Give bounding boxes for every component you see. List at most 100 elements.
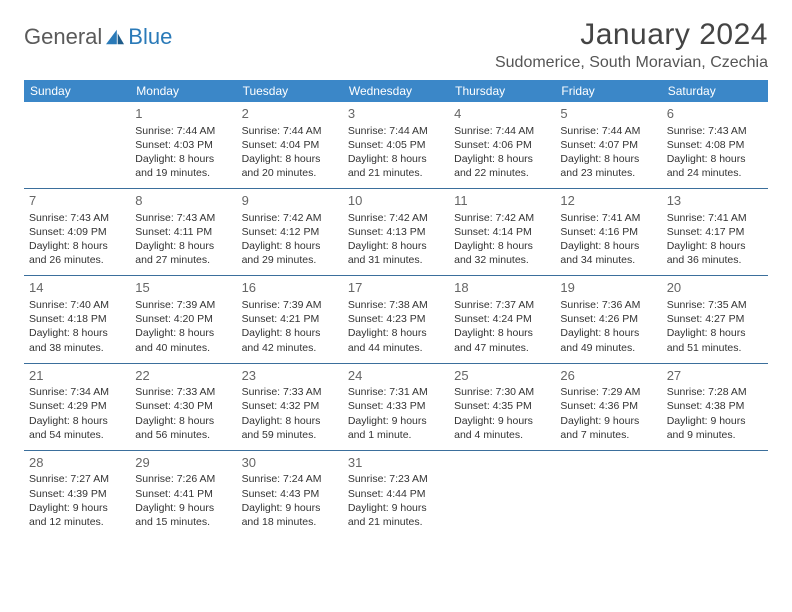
- daylight-text: Daylight: 8 hours and 26 minutes.: [29, 239, 125, 267]
- weekday-header: Friday: [555, 80, 661, 102]
- sunrise-text: Sunrise: 7:29 AM: [560, 385, 656, 399]
- sunset-text: Sunset: 4:13 PM: [348, 225, 444, 239]
- sunset-text: Sunset: 4:24 PM: [454, 312, 550, 326]
- sunset-text: Sunset: 4:44 PM: [348, 487, 444, 501]
- calendar-day-cell: 4Sunrise: 7:44 AMSunset: 4:06 PMDaylight…: [449, 102, 555, 189]
- calendar-week-row: 14Sunrise: 7:40 AMSunset: 4:18 PMDayligh…: [24, 276, 768, 363]
- daylight-text: Daylight: 8 hours and 24 minutes.: [667, 152, 763, 180]
- sunrise-text: Sunrise: 7:24 AM: [242, 472, 338, 486]
- sunset-text: Sunset: 4:04 PM: [242, 138, 338, 152]
- daylight-text: Daylight: 8 hours and 32 minutes.: [454, 239, 550, 267]
- sunset-text: Sunset: 4:09 PM: [29, 225, 125, 239]
- weekday-header: Saturday: [662, 80, 768, 102]
- calendar-day-cell: 3Sunrise: 7:44 AMSunset: 4:05 PMDaylight…: [343, 102, 449, 189]
- sunrise-text: Sunrise: 7:43 AM: [29, 211, 125, 225]
- weekday-header: Sunday: [24, 80, 130, 102]
- day-number: 31: [348, 454, 444, 472]
- day-number: 6: [667, 105, 763, 123]
- day-number: 19: [560, 279, 656, 297]
- daylight-text: Daylight: 8 hours and 47 minutes.: [454, 326, 550, 354]
- sunrise-text: Sunrise: 7:39 AM: [242, 298, 338, 312]
- sunrise-text: Sunrise: 7:44 AM: [135, 124, 231, 138]
- calendar-day-cell: 6Sunrise: 7:43 AMSunset: 4:08 PMDaylight…: [662, 102, 768, 189]
- calendar-day-cell: 9Sunrise: 7:42 AMSunset: 4:12 PMDaylight…: [237, 189, 343, 276]
- sunrise-text: Sunrise: 7:27 AM: [29, 472, 125, 486]
- calendar-day-cell: 10Sunrise: 7:42 AMSunset: 4:13 PMDayligh…: [343, 189, 449, 276]
- calendar-day-cell: 28Sunrise: 7:27 AMSunset: 4:39 PMDayligh…: [24, 450, 130, 537]
- sunrise-text: Sunrise: 7:42 AM: [454, 211, 550, 225]
- daylight-text: Daylight: 8 hours and 38 minutes.: [29, 326, 125, 354]
- sunset-text: Sunset: 4:39 PM: [29, 487, 125, 501]
- sunset-text: Sunset: 4:05 PM: [348, 138, 444, 152]
- sunrise-text: Sunrise: 7:41 AM: [560, 211, 656, 225]
- sunset-text: Sunset: 4:21 PM: [242, 312, 338, 326]
- sunrise-text: Sunrise: 7:34 AM: [29, 385, 125, 399]
- day-number: 25: [454, 367, 550, 385]
- daylight-text: Daylight: 8 hours and 44 minutes.: [348, 326, 444, 354]
- day-number: 9: [242, 192, 338, 210]
- sunset-text: Sunset: 4:18 PM: [29, 312, 125, 326]
- calendar-day-cell: 30Sunrise: 7:24 AMSunset: 4:43 PMDayligh…: [237, 450, 343, 537]
- calendar-day-cell: 21Sunrise: 7:34 AMSunset: 4:29 PMDayligh…: [24, 363, 130, 450]
- logo-text-general: General: [24, 24, 102, 50]
- sunrise-text: Sunrise: 7:43 AM: [135, 211, 231, 225]
- daylight-text: Daylight: 8 hours and 59 minutes.: [242, 414, 338, 442]
- day-number: 3: [348, 105, 444, 123]
- sunrise-text: Sunrise: 7:37 AM: [454, 298, 550, 312]
- daylight-text: Daylight: 8 hours and 49 minutes.: [560, 326, 656, 354]
- calendar-day-cell: 31Sunrise: 7:23 AMSunset: 4:44 PMDayligh…: [343, 450, 449, 537]
- daylight-text: Daylight: 8 hours and 56 minutes.: [135, 414, 231, 442]
- day-number: 16: [242, 279, 338, 297]
- sunrise-text: Sunrise: 7:43 AM: [667, 124, 763, 138]
- sunset-text: Sunset: 4:16 PM: [560, 225, 656, 239]
- sunrise-text: Sunrise: 7:33 AM: [242, 385, 338, 399]
- sunrise-text: Sunrise: 7:44 AM: [560, 124, 656, 138]
- calendar-week-row: 21Sunrise: 7:34 AMSunset: 4:29 PMDayligh…: [24, 363, 768, 450]
- day-number: 21: [29, 367, 125, 385]
- daylight-text: Daylight: 8 hours and 31 minutes.: [348, 239, 444, 267]
- daylight-text: Daylight: 9 hours and 7 minutes.: [560, 414, 656, 442]
- calendar-day-cell: 1Sunrise: 7:44 AMSunset: 4:03 PMDaylight…: [130, 102, 236, 189]
- calendar-day-cell: 18Sunrise: 7:37 AMSunset: 4:24 PMDayligh…: [449, 276, 555, 363]
- sunset-text: Sunset: 4:35 PM: [454, 399, 550, 413]
- sunrise-text: Sunrise: 7:38 AM: [348, 298, 444, 312]
- day-number: 10: [348, 192, 444, 210]
- daylight-text: Daylight: 8 hours and 22 minutes.: [454, 152, 550, 180]
- daylight-text: Daylight: 8 hours and 27 minutes.: [135, 239, 231, 267]
- calendar-header-row: SundayMondayTuesdayWednesdayThursdayFrid…: [24, 80, 768, 102]
- weekday-header: Monday: [130, 80, 236, 102]
- daylight-text: Daylight: 9 hours and 15 minutes.: [135, 501, 231, 529]
- weekday-header: Tuesday: [237, 80, 343, 102]
- sunrise-text: Sunrise: 7:26 AM: [135, 472, 231, 486]
- day-number: 18: [454, 279, 550, 297]
- location-subtitle: Sudomerice, South Moravian, Czechia: [495, 54, 768, 72]
- logo: General Blue: [24, 24, 172, 50]
- sunrise-text: Sunrise: 7:40 AM: [29, 298, 125, 312]
- calendar-day-cell: 25Sunrise: 7:30 AMSunset: 4:35 PMDayligh…: [449, 363, 555, 450]
- calendar-day-cell: 2Sunrise: 7:44 AMSunset: 4:04 PMDaylight…: [237, 102, 343, 189]
- day-number: 7: [29, 192, 125, 210]
- daylight-text: Daylight: 9 hours and 12 minutes.: [29, 501, 125, 529]
- calendar-week-row: 7Sunrise: 7:43 AMSunset: 4:09 PMDaylight…: [24, 189, 768, 276]
- sunset-text: Sunset: 4:36 PM: [560, 399, 656, 413]
- sunset-text: Sunset: 4:41 PM: [135, 487, 231, 501]
- sunrise-text: Sunrise: 7:31 AM: [348, 385, 444, 399]
- sunset-text: Sunset: 4:11 PM: [135, 225, 231, 239]
- calendar-day-cell: 29Sunrise: 7:26 AMSunset: 4:41 PMDayligh…: [130, 450, 236, 537]
- sunset-text: Sunset: 4:30 PM: [135, 399, 231, 413]
- calendar-day-cell: 8Sunrise: 7:43 AMSunset: 4:11 PMDaylight…: [130, 189, 236, 276]
- daylight-text: Daylight: 9 hours and 1 minute.: [348, 414, 444, 442]
- sunset-text: Sunset: 4:14 PM: [454, 225, 550, 239]
- daylight-text: Daylight: 8 hours and 40 minutes.: [135, 326, 231, 354]
- sunset-text: Sunset: 4:27 PM: [667, 312, 763, 326]
- day-number: 27: [667, 367, 763, 385]
- sunset-text: Sunset: 4:03 PM: [135, 138, 231, 152]
- day-number: 13: [667, 192, 763, 210]
- day-number: 15: [135, 279, 231, 297]
- calendar-day-cell: [24, 102, 130, 189]
- daylight-text: Daylight: 8 hours and 19 minutes.: [135, 152, 231, 180]
- daylight-text: Daylight: 8 hours and 21 minutes.: [348, 152, 444, 180]
- day-number: 14: [29, 279, 125, 297]
- day-number: 28: [29, 454, 125, 472]
- sunset-text: Sunset: 4:17 PM: [667, 225, 763, 239]
